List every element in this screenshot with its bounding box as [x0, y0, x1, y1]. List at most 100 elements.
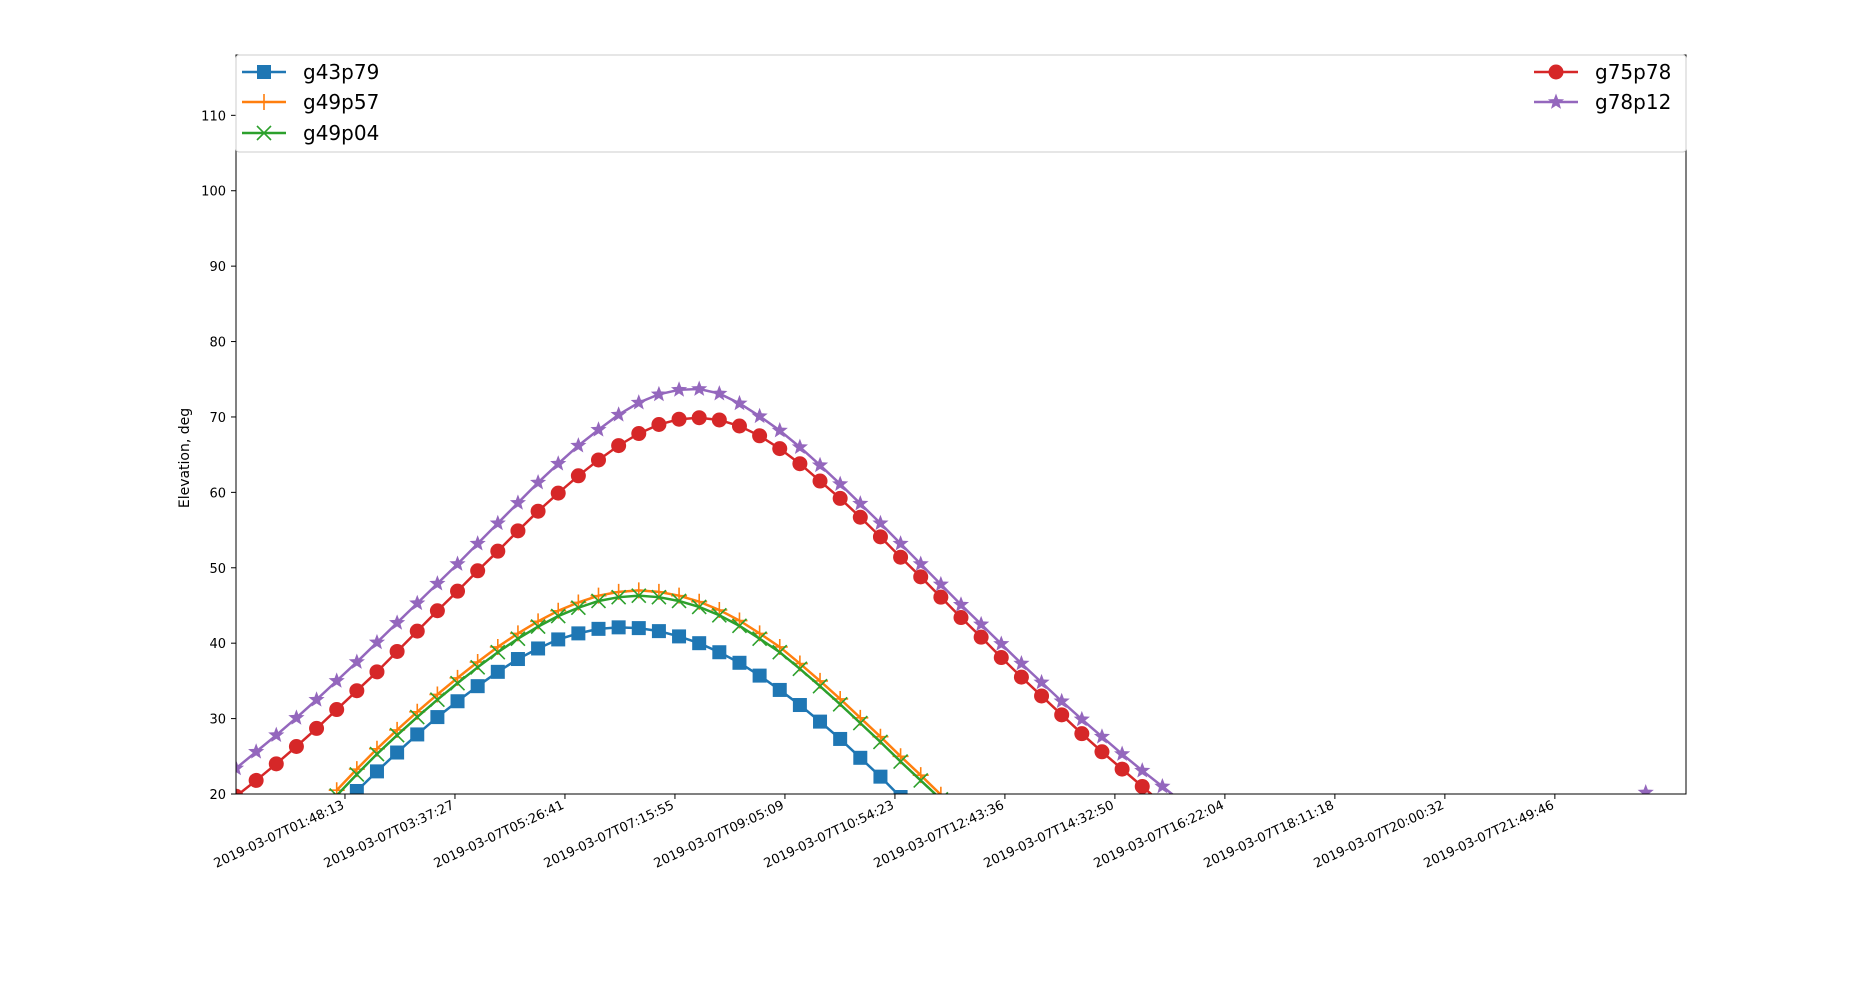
data-point [328, 672, 345, 688]
legend: g43p79 g49p57 g49p04 g75p78 g78p12 [235, 54, 1687, 153]
data-point [832, 696, 848, 712]
data-point [873, 769, 888, 784]
data-point [692, 636, 707, 651]
data-point [651, 589, 667, 605]
data-point [1094, 744, 1110, 760]
data-point [1114, 745, 1131, 761]
data-point [611, 620, 626, 635]
data-point [772, 644, 788, 660]
series-g78p12 [1637, 783, 1654, 794]
data-point [792, 661, 808, 677]
data-point [409, 623, 425, 639]
data-point [973, 629, 989, 645]
data-point [792, 698, 807, 713]
data-point [731, 418, 747, 434]
data-point [1034, 688, 1050, 704]
y-tick-label: 80 [209, 336, 226, 351]
data-point [933, 589, 949, 605]
data-point [369, 764, 384, 779]
legend-marker [257, 65, 271, 79]
data-point [811, 456, 829, 473]
data-point [1134, 778, 1150, 794]
data-point [531, 641, 546, 656]
data-point [833, 731, 848, 746]
data-point [550, 608, 566, 624]
data-point [1033, 673, 1050, 690]
data-point [872, 734, 889, 750]
data-point [893, 790, 908, 794]
data-point [236, 759, 245, 776]
data-point [813, 714, 828, 729]
data-point [650, 385, 667, 402]
series-layer [236, 380, 1654, 794]
data-point [389, 643, 405, 659]
data-point [631, 426, 647, 442]
data-point [591, 621, 606, 636]
data-point [390, 745, 405, 760]
data-point [853, 750, 868, 765]
data-point [308, 691, 325, 707]
y-tick-label: 60 [209, 486, 226, 501]
data-point [792, 456, 808, 472]
data-point [591, 452, 606, 468]
data-point [672, 629, 687, 644]
data-point [812, 678, 828, 694]
legend-entry-g43p79: g43p79 [242, 60, 379, 84]
legend-label: g49p04 [303, 121, 379, 145]
data-point [1073, 710, 1090, 727]
data-point [530, 619, 546, 635]
series-g43p79 [349, 620, 908, 794]
series-g78p12 [236, 380, 1183, 794]
data-point [469, 535, 486, 551]
data-point [611, 438, 627, 454]
data-point [550, 455, 567, 471]
y-tick-label: 100 [201, 185, 226, 200]
data-point [409, 709, 425, 725]
data-point [429, 575, 446, 591]
data-point [470, 563, 486, 579]
data-point [510, 631, 526, 647]
data-point [1093, 728, 1111, 744]
data-point [470, 659, 486, 675]
data-point [288, 738, 304, 754]
data-point [751, 407, 768, 424]
data-point [571, 626, 586, 641]
data-point [369, 664, 385, 680]
data-point [932, 786, 949, 794]
data-point [590, 421, 607, 437]
data-point [711, 607, 727, 623]
data-point [530, 503, 546, 519]
data-point [893, 549, 909, 565]
data-point [913, 772, 929, 788]
data-point [490, 543, 506, 559]
y-tick-label: 20 [209, 788, 226, 803]
data-point [349, 766, 365, 782]
data-point [631, 621, 646, 636]
data-point [248, 743, 265, 759]
data-point [1134, 762, 1151, 778]
data-point [852, 715, 868, 731]
data-point [913, 569, 929, 585]
data-point [288, 709, 305, 725]
data-point [791, 438, 808, 454]
data-point [651, 417, 667, 432]
data-point [349, 783, 364, 794]
data-point [631, 588, 647, 604]
series-g75p78 [236, 410, 1153, 794]
data-point [1053, 692, 1070, 709]
data-point [670, 381, 688, 397]
data-point [409, 594, 426, 611]
y-tick-label: 40 [209, 637, 226, 652]
data-point [752, 428, 768, 444]
legend-label: g78p12 [1595, 90, 1671, 114]
data-point [731, 618, 748, 634]
data-point [892, 535, 909, 551]
legend-marker [1548, 64, 1564, 80]
data-point [630, 394, 647, 410]
data-point [852, 509, 868, 525]
data-point [389, 614, 406, 630]
data-point [490, 644, 506, 660]
data-point [410, 727, 425, 742]
data-point [509, 494, 527, 510]
